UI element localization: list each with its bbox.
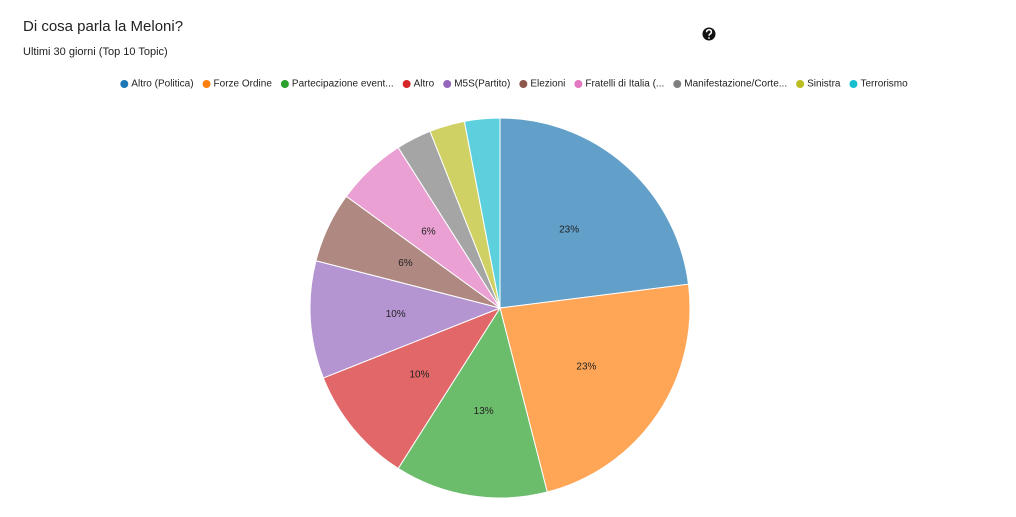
- help-dot: [708, 37, 710, 39]
- pie-slice: [499, 283, 691, 493]
- legend-swatch: [280, 80, 289, 88]
- legend-swatch: [796, 80, 805, 88]
- legend-label: Altro (Politica): [131, 79, 193, 90]
- legend-swatch: [120, 80, 129, 88]
- help-icon[interactable]: [702, 27, 716, 41]
- slice-label: 10%: [409, 369, 429, 380]
- legend-swatch: [202, 80, 211, 88]
- pie-slice: [463, 117, 501, 309]
- legend-label: Elezioni: [530, 79, 565, 90]
- slice-label: 13%: [474, 406, 494, 417]
- legend: Altro (Politica) Forze Ordine Partecipazio…: [120, 79, 908, 90]
- legend-swatch: [402, 80, 411, 88]
- slice-label: 23%: [559, 224, 579, 235]
- pie-slice: [322, 306, 502, 470]
- legend-label: M5S(Partito): [454, 79, 510, 90]
- pie-slice: [309, 260, 502, 379]
- help-glyph: [705, 29, 713, 36]
- legend-label: Forze Ordine: [214, 79, 273, 90]
- chart-title: Di cosa parla la Meloni?: [23, 18, 183, 35]
- slice-label: 6%: [398, 258, 413, 269]
- legend-swatch: [574, 80, 583, 88]
- legend-label: Altro: [414, 79, 435, 90]
- legend-label: Sinistra: [807, 79, 841, 90]
- legend-label: Fratelli di Italia (...: [585, 79, 664, 90]
- slice-label: 23%: [576, 361, 596, 372]
- legend-swatch: [443, 80, 452, 88]
- slice-label: 6%: [421, 226, 436, 237]
- legend-swatch: [849, 80, 858, 88]
- legend-label: Manifestazione/Corte...: [684, 79, 787, 90]
- legend-label: Terrorismo: [860, 79, 908, 90]
- legend-swatch: [519, 80, 528, 88]
- pie-slice: [499, 117, 690, 309]
- legend-swatch: [673, 80, 682, 88]
- chart-subtitle: Ultimi 30 giorni (Top 10 Topic): [23, 46, 168, 58]
- legend-label: Partecipazione event...: [292, 79, 394, 90]
- pie-slice: [397, 306, 548, 499]
- slice-label: 10%: [386, 309, 406, 320]
